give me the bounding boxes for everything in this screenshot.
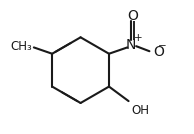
Text: −: − xyxy=(158,41,166,51)
Text: O: O xyxy=(127,9,138,23)
Text: N: N xyxy=(126,38,136,52)
Text: OH: OH xyxy=(132,104,150,117)
Text: CH₃: CH₃ xyxy=(10,40,32,53)
Text: O: O xyxy=(153,45,164,59)
Text: +: + xyxy=(134,33,142,43)
